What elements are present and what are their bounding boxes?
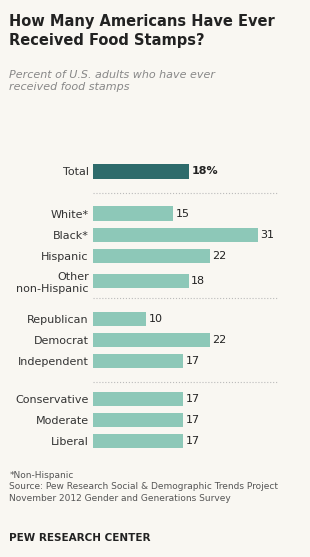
Bar — [93, 333, 210, 347]
Text: 22: 22 — [213, 251, 227, 261]
Text: 17: 17 — [186, 356, 200, 366]
Bar — [93, 207, 173, 221]
Text: 17: 17 — [186, 436, 200, 446]
Bar — [93, 434, 183, 448]
Text: 17: 17 — [186, 394, 200, 404]
Text: 18: 18 — [191, 276, 206, 286]
Text: 17: 17 — [186, 415, 200, 425]
Bar — [93, 227, 258, 242]
Bar — [93, 164, 189, 179]
Bar — [93, 312, 146, 326]
Text: 15: 15 — [175, 209, 189, 218]
Text: PEW RESEARCH CENTER: PEW RESEARCH CENTER — [9, 533, 151, 543]
Text: Percent of U.S. adults who have ever
received food stamps: Percent of U.S. adults who have ever rec… — [9, 70, 215, 92]
Text: 10: 10 — [149, 314, 163, 324]
Bar — [93, 354, 183, 368]
Bar — [93, 413, 183, 427]
Bar — [93, 392, 183, 406]
Bar — [93, 274, 189, 288]
Text: *Non-Hispanic
Source: Pew Research Social & Demographic Trends Project
November : *Non-Hispanic Source: Pew Research Socia… — [9, 471, 278, 504]
Text: 22: 22 — [213, 335, 227, 345]
Bar — [93, 248, 210, 263]
Text: 18%: 18% — [191, 167, 218, 177]
Text: How Many Americans Have Ever
Received Food Stamps?: How Many Americans Have Ever Received Fo… — [9, 14, 275, 47]
Text: 31: 31 — [260, 229, 274, 240]
